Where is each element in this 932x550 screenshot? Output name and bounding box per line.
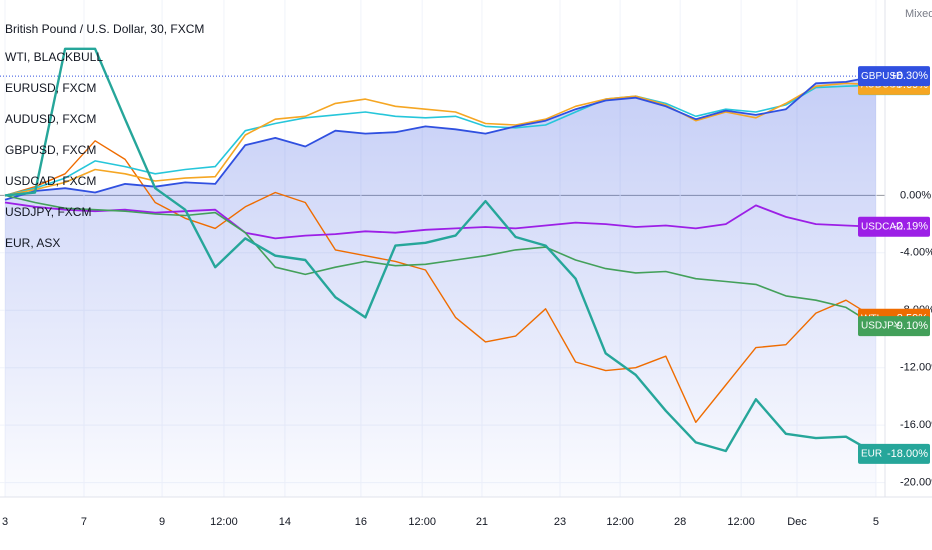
chart-title: British Pound / U.S. Dollar, 30, FXCM xyxy=(5,22,204,36)
legend-entry: EURUSD, FXCM xyxy=(5,81,96,95)
x-tick-label: 9 xyxy=(159,516,165,528)
x-tick-label: 12:00 xyxy=(727,516,755,528)
y-tick-label: 0.00% xyxy=(900,189,931,201)
y-tick-label: -16.00% xyxy=(900,419,932,431)
price-badge xyxy=(858,443,930,464)
series-line xyxy=(4,82,877,197)
series-line xyxy=(4,140,877,423)
x-tick-label: 21 xyxy=(476,516,488,528)
x-tick-label: 12:00 xyxy=(408,516,436,528)
badge-symbol: USDJPY xyxy=(861,321,901,332)
legend-entry: USDCAD, FXCM xyxy=(5,174,96,188)
y-tick-label: -12.00% xyxy=(900,362,932,374)
series-line xyxy=(4,201,877,240)
series-line xyxy=(4,84,877,197)
legend-entry: WTI, BLACKBULL xyxy=(5,50,103,64)
x-tick-label: 28 xyxy=(674,516,686,528)
badge-symbol: EUR xyxy=(861,449,882,460)
series-line xyxy=(4,75,877,201)
badge-value: -9.10% xyxy=(893,320,928,332)
series-line xyxy=(4,194,877,327)
badge-value: -2.19% xyxy=(893,221,928,233)
price-badge xyxy=(858,316,930,337)
x-tick-label: Dec xyxy=(787,516,807,528)
x-tick-label: 23 xyxy=(554,516,566,528)
badge-symbol: USDCAD xyxy=(861,221,903,232)
price-badge xyxy=(858,66,930,87)
legend-entry: AUDUSD, FXCM xyxy=(5,112,96,126)
price-badge xyxy=(858,216,930,237)
x-tick-label: 12:00 xyxy=(606,516,634,528)
y-tick-label: -20.00% xyxy=(900,477,932,489)
x-tick-label: 12:00 xyxy=(210,516,238,528)
x-tick-label: 16 xyxy=(355,516,367,528)
x-tick-label: 7 xyxy=(81,516,87,528)
series-line xyxy=(4,47,877,455)
area xyxy=(5,76,876,497)
x-tick-label: 3 xyxy=(2,516,8,528)
badge-value: +8.30% xyxy=(890,70,928,82)
x-tick-label: 5 xyxy=(873,516,879,528)
badge-symbol: GBPUSD xyxy=(861,71,903,82)
y-tick-label: -4.00% xyxy=(900,247,932,259)
legend-entry: GBPUSD, FXCM xyxy=(5,143,96,157)
badge-value: -18.00% xyxy=(887,448,928,460)
x-tick-label: 14 xyxy=(279,516,291,528)
scale-mode[interactable]: Mixed xyxy=(905,8,932,20)
legend-entry: USDJPY, FXCM xyxy=(5,205,91,219)
legend-entry: EUR, ASX xyxy=(5,236,60,250)
